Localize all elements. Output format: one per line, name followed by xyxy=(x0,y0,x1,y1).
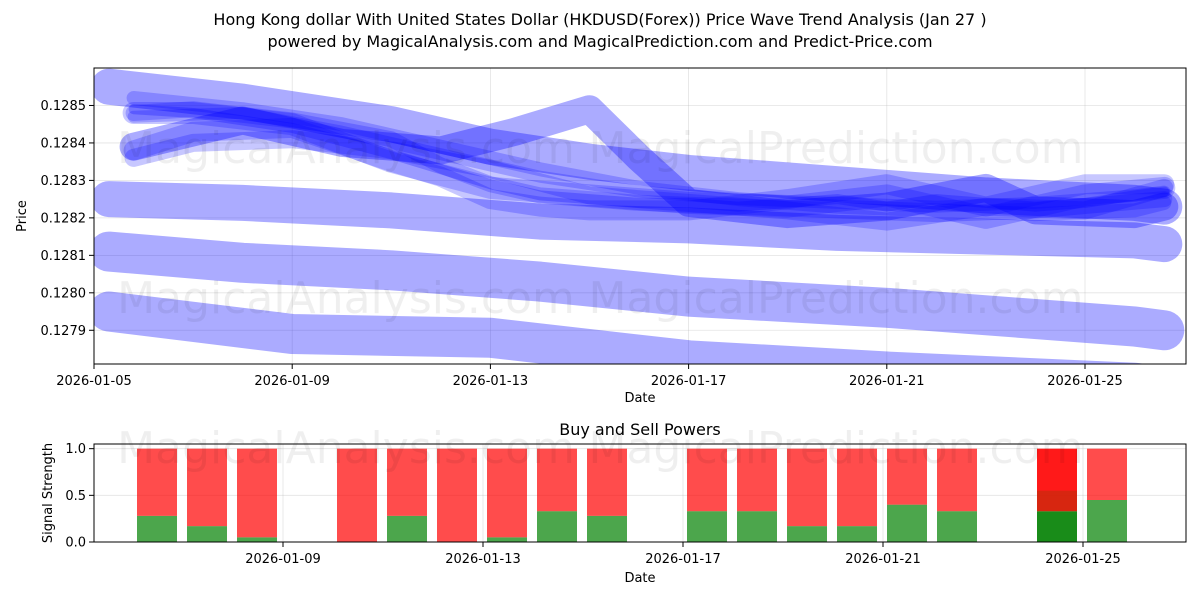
buy-power-bar xyxy=(187,526,227,542)
price-x-tick-label: 2026-01-05 xyxy=(56,374,132,389)
buy-power-bar xyxy=(1087,500,1127,542)
price-x-axis-label: Date xyxy=(624,391,655,406)
sell-power-bar xyxy=(487,448,527,538)
buy-power-bar xyxy=(387,515,427,542)
sell-power-bar xyxy=(537,448,577,512)
price-y-tick-label: 0.1281 xyxy=(41,249,87,264)
buy-sell-y-ticks: 0.0 0.5 1.0 xyxy=(65,442,94,551)
wave-line-wave-1 xyxy=(94,291,1146,364)
buy-sell-x-tick-label: 2026-01-09 xyxy=(245,552,321,567)
watermark-analysis-top: MagicalAnalysis.com xyxy=(117,123,575,174)
buy-sell-y-tick-label: 1.0 xyxy=(65,442,86,457)
buy-power-bar xyxy=(787,526,827,542)
buy-sell-plot-frame xyxy=(93,443,1187,543)
watermark-analysis-mid: MagicalAnalysis.com xyxy=(117,273,575,324)
price-x-tick-label: 2026-01-25 xyxy=(1047,374,1123,389)
sell-power-bar xyxy=(1087,448,1127,500)
price-y-tick-label: 0.1285 xyxy=(41,99,87,114)
figure-subtitle: powered by MagicalAnalysis.com and Magic… xyxy=(267,32,932,51)
sell-power-bar xyxy=(1037,448,1077,512)
wave-line-wave-2 xyxy=(94,231,1185,351)
sell-power-bar xyxy=(787,448,827,527)
sell-power-bar xyxy=(337,448,377,542)
sell-power-bar xyxy=(237,448,277,538)
buy-sell-title: Buy and Sell Powers xyxy=(559,420,721,439)
wave-line-wave-3 xyxy=(94,181,1183,263)
buy-sell-x-tick-label: 2026-01-25 xyxy=(1045,552,1121,567)
buy-power-bar xyxy=(237,537,277,542)
sell-power-bar xyxy=(437,448,477,542)
buy-sell-bars xyxy=(137,448,1127,542)
buy-power-bar xyxy=(937,511,977,542)
buy-power-bar xyxy=(537,511,577,542)
wave-line-wave-6 xyxy=(122,102,1176,229)
price-y-ticks: 0.1279 0.1280 0.1281 0.1282 0.1283 0.1284 0.12… xyxy=(41,99,94,339)
wave-line-wave-5 xyxy=(119,95,1179,229)
wave-line-wave-7 xyxy=(123,117,1175,221)
buy-sell-x-tick-label: 2026-01-21 xyxy=(845,552,921,567)
watermark-prediction-mid: MagicalPrediction.com xyxy=(589,273,1084,324)
buy-power-bar xyxy=(587,515,627,542)
price-x-tick-label: 2026-01-09 xyxy=(254,374,330,389)
buy-power-bar xyxy=(887,504,927,542)
watermark-analysis-bottom: MagicalAnalysis.com xyxy=(117,423,575,474)
sell-power-bar xyxy=(937,448,977,512)
price-y-tick-label: 0.1283 xyxy=(41,174,87,189)
buy-sell-chart: Buy and Sell Powers MagicalAnalysis.com … xyxy=(41,420,1187,586)
price-x-tick-label: 2026-01-17 xyxy=(651,374,727,389)
price-grid xyxy=(93,68,1186,364)
watermark-prediction-bottom: MagicalPrediction.com xyxy=(589,423,1084,474)
wave-line-wave-8 xyxy=(124,130,1174,231)
price-wave-chart: MagicalAnalysis.com MagicalPrediction.co… xyxy=(15,67,1187,406)
buy-sell-x-axis-label: Date xyxy=(624,571,655,586)
price-y-tick-label: 0.1279 xyxy=(41,324,87,339)
price-y-tick-label: 0.1282 xyxy=(41,211,87,226)
buy-sell-y-tick-label: 0.0 xyxy=(65,536,86,551)
sell-power-bar xyxy=(587,448,627,516)
price-y-tick-label: 0.1284 xyxy=(41,136,87,151)
buy-power-bar xyxy=(837,526,877,542)
buy-power-bar xyxy=(1037,511,1077,542)
wave-line-wave-12 xyxy=(128,104,1170,212)
price-plot-frame xyxy=(93,67,1187,365)
buy-power-bar xyxy=(737,511,777,542)
wave-line-wave-9 xyxy=(125,101,1173,223)
wave-series-group xyxy=(94,68,1185,364)
overlap-band xyxy=(1037,490,1077,512)
price-x-tick-label: 2026-01-13 xyxy=(453,374,529,389)
sell-power-bar xyxy=(137,448,177,516)
watermark-prediction-top: MagicalPrediction.com xyxy=(589,123,1084,174)
buy-sell-x-tick-label: 2026-01-17 xyxy=(645,552,721,567)
price-x-tick-label: 2026-01-21 xyxy=(849,374,925,389)
buy-sell-x-tick-label: 2026-01-13 xyxy=(445,552,521,567)
wave-line-wave-4 xyxy=(94,68,1183,225)
buy-sell-y-axis-label: Signal Strength xyxy=(41,443,56,543)
sell-power-bar xyxy=(887,448,927,505)
sell-power-bar xyxy=(737,448,777,512)
wave-line-wave-10 xyxy=(126,91,1172,222)
buy-sell-y-tick-label: 0.5 xyxy=(65,489,86,504)
sell-power-bar xyxy=(187,448,227,527)
price-x-ticks: 2026-01-05 2026-01-09 2026-01-13 2026-01-17… xyxy=(56,364,1123,389)
sell-power-bar xyxy=(687,448,727,512)
buy-power-bar xyxy=(687,511,727,542)
price-y-tick-label: 0.1280 xyxy=(41,286,87,301)
sell-power-bar xyxy=(837,448,877,527)
buy-sell-x-ticks: 2026-01-09 2026-01-13 2026-01-17 2026-01-21… xyxy=(245,542,1121,567)
sell-power-bar xyxy=(387,448,427,516)
buy-power-bar xyxy=(137,515,177,542)
price-y-axis-label: Price xyxy=(15,200,30,232)
buy-power-bar xyxy=(487,537,527,542)
wave-line-wave-11 xyxy=(127,107,1171,213)
figure-title: Hong Kong dollar With United States Doll… xyxy=(213,10,986,29)
